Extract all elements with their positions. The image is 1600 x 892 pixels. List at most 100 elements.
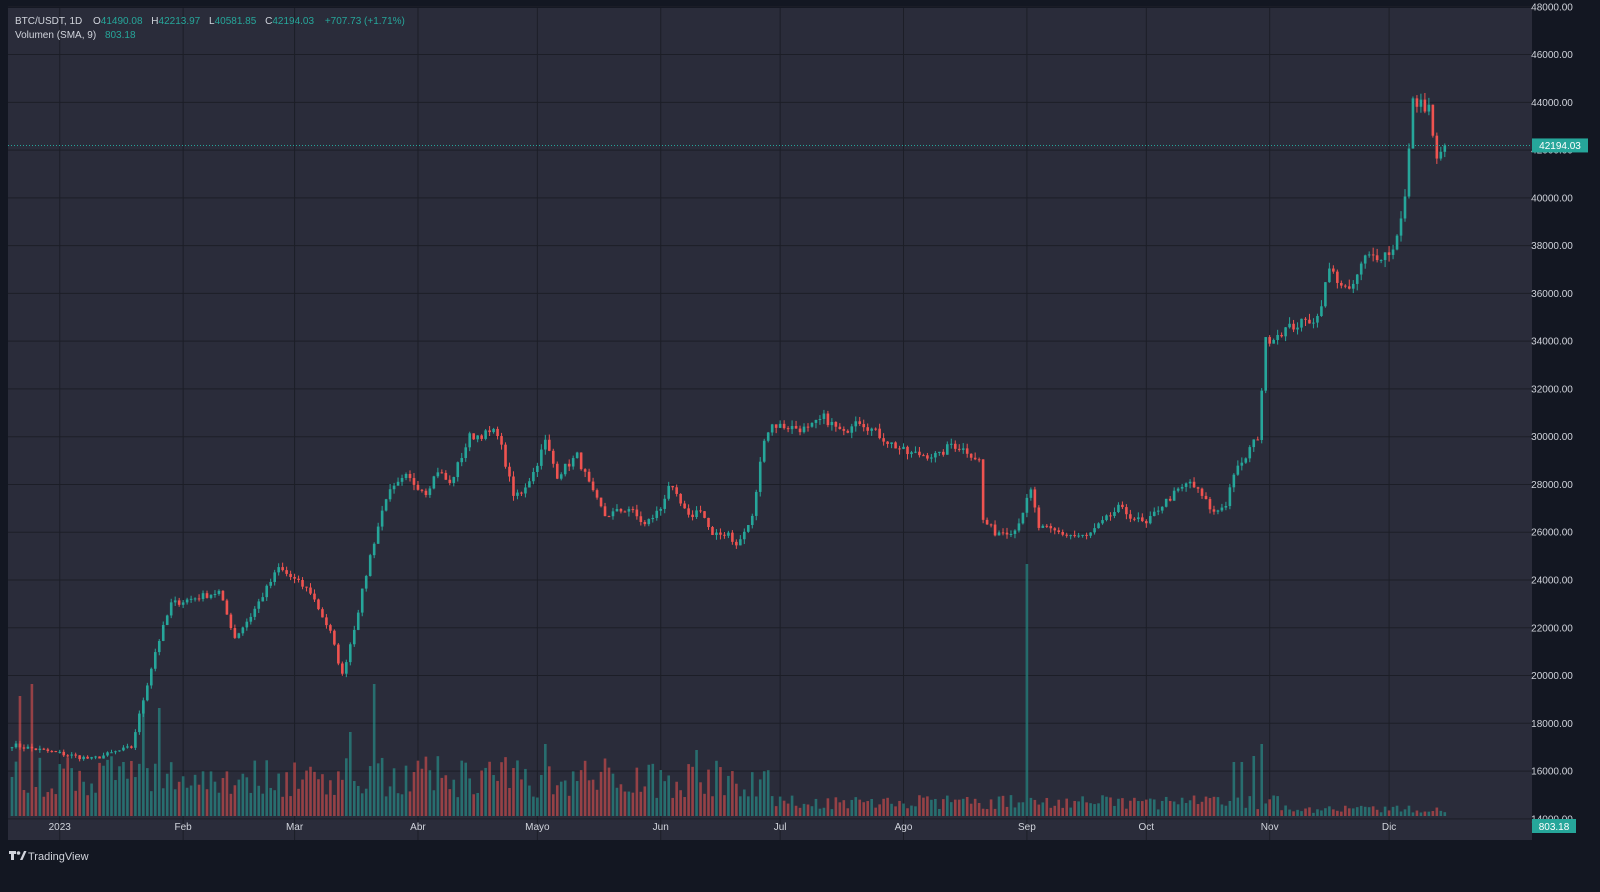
candle-body [161, 625, 165, 641]
volume-bar [949, 802, 953, 816]
volume-bar [1228, 800, 1232, 816]
volume-bar [914, 806, 917, 816]
volume-bar [910, 805, 913, 816]
volume-bar [957, 799, 961, 816]
volume-bar [615, 787, 619, 816]
candle-body [707, 517, 710, 528]
candle-body [1061, 532, 1065, 535]
volume-bar [146, 768, 149, 816]
volume-bar [1041, 802, 1045, 816]
candle-body [257, 601, 261, 609]
volume-bar [360, 793, 364, 816]
volume-bar [1367, 807, 1371, 816]
volume-bar [719, 767, 722, 816]
candle-body [528, 481, 531, 488]
candle-body [1073, 535, 1076, 537]
candle-body [1367, 254, 1371, 256]
candle-body [731, 532, 734, 542]
candle-body [858, 421, 862, 425]
candle-body [1264, 337, 1267, 391]
candle-body [934, 452, 937, 458]
volume-bar [1284, 805, 1287, 816]
volume-bar [114, 780, 117, 816]
candle-body [551, 450, 555, 464]
volume-bar [528, 785, 531, 816]
candle-body [647, 519, 651, 525]
volume-bar [822, 807, 826, 816]
volume-bar [1363, 806, 1367, 816]
tradingview-logo[interactable]: TradingView [9, 851, 89, 863]
volume-bar [1204, 796, 1208, 816]
volume-bar [850, 799, 854, 816]
volume-bar [1344, 805, 1347, 816]
candle-body [663, 498, 667, 509]
candle-body [177, 600, 181, 605]
time-axis[interactable]: 2023 Feb Mar Abr Mayo Jun Jul Ago Sep Oct Nov Dic [49, 822, 1397, 833]
candle-body [643, 522, 647, 525]
candle-body [1113, 512, 1116, 516]
candle-body [261, 597, 265, 602]
volume-bar [193, 774, 197, 816]
volume-bar [591, 779, 595, 816]
candle-body [1097, 523, 1100, 529]
volume-bar [1049, 807, 1053, 816]
volume-bar [205, 789, 209, 816]
candle-body [456, 462, 460, 478]
volume-bar [1105, 796, 1108, 816]
time-axis-background[interactable] [8, 840, 1532, 860]
volume-bar [1220, 804, 1224, 816]
candle-body [110, 752, 113, 754]
volume-bar [86, 795, 89, 816]
volume-bar [1403, 809, 1407, 816]
volume-bar [969, 803, 973, 816]
candle-body [1328, 268, 1331, 283]
candle-body [146, 685, 149, 701]
volume-bar [1152, 799, 1156, 816]
volume-bar [854, 797, 858, 816]
volume-bar [325, 794, 328, 816]
candle-body [1021, 512, 1025, 524]
candle-body [965, 448, 969, 454]
low-label: L [209, 16, 215, 27]
candle-body [245, 621, 249, 628]
volume-bar [1387, 810, 1391, 816]
last-price-badge [1532, 138, 1588, 153]
volume-bar [555, 785, 559, 816]
candle-body [1065, 534, 1068, 536]
time-tick-label: Feb [175, 822, 193, 833]
price-tick-label: 18000.00 [1531, 719, 1573, 730]
candle-body [277, 567, 280, 573]
symbol-name[interactable]: BTC/USDT, 1D [15, 16, 82, 27]
volume-bar [1244, 807, 1248, 816]
volume-bar [305, 770, 308, 816]
candle-body [86, 756, 89, 759]
price-axis-background[interactable] [1532, 8, 1600, 840]
candle-body [1121, 504, 1124, 508]
volume-bar [1371, 806, 1375, 816]
volume-bar [169, 762, 173, 816]
candle-body [540, 449, 543, 466]
volume-bar [1013, 807, 1017, 816]
volume-indicator-label[interactable]: Volumen (SMA, 9) [15, 30, 96, 41]
volume-bar [750, 772, 754, 816]
volume-bar [380, 757, 384, 816]
candle-body [1188, 481, 1192, 484]
candle-layer [10, 92, 1447, 762]
volume-bar [269, 787, 272, 816]
candle-body [790, 426, 794, 430]
candle-body [583, 469, 587, 472]
candle-body [1129, 514, 1132, 519]
candle-body [1224, 506, 1228, 508]
candle-body [1220, 507, 1224, 511]
volume-bar [965, 796, 969, 816]
candle-body [444, 472, 448, 480]
candle-body [496, 428, 499, 437]
volume-bar [456, 797, 460, 816]
volume-bar [1101, 795, 1104, 816]
candle-body [492, 428, 495, 433]
candle-body [130, 746, 133, 748]
volume-bar [739, 796, 742, 816]
candle-body [368, 555, 372, 576]
